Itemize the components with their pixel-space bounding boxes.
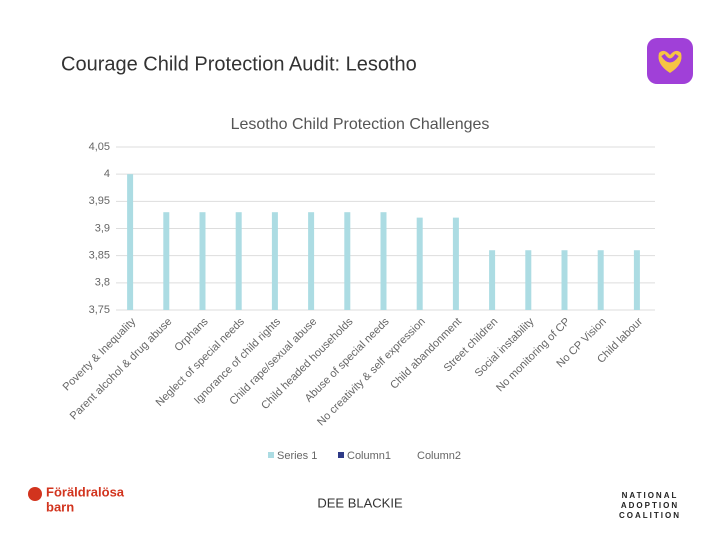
logo-text: COALITION — [619, 511, 681, 520]
bar — [561, 250, 568, 310]
logo-text: Föräldralösa — [46, 484, 125, 499]
bar — [489, 250, 496, 310]
bar — [525, 250, 532, 310]
legend-swatch — [268, 452, 274, 458]
logo-text: ADOPTION — [621, 501, 679, 510]
legend-label: Column1 — [347, 450, 391, 462]
y-tick-label: 3,8 — [95, 277, 110, 289]
bar — [308, 212, 315, 310]
y-tick-label: 3,9 — [95, 222, 110, 234]
right-logo: NATIONAL ADOPTION COALITION — [619, 491, 681, 520]
bar — [127, 174, 134, 310]
y-tick-label: 4,05 — [89, 141, 110, 153]
bar — [633, 250, 640, 310]
bar — [344, 212, 351, 310]
logo-text: NATIONAL — [622, 491, 679, 500]
left-logo: Föräldralösa barn — [28, 484, 125, 514]
y-tick-label: 4 — [104, 168, 110, 180]
bar — [452, 217, 459, 310]
bar — [235, 212, 242, 310]
legend-swatch — [407, 451, 415, 459]
y-tick-label: 3,85 — [89, 250, 110, 262]
y-tick-label: 3,95 — [89, 195, 110, 207]
bar — [416, 217, 423, 310]
bar — [163, 212, 170, 310]
bar — [271, 212, 278, 310]
legend-label: Series 1 — [277, 450, 317, 462]
chart-title: Lesotho Child Protection Challenges — [231, 116, 490, 133]
slide-title: Courage Child Protection Audit: Lesotho — [61, 53, 417, 75]
legend-swatch — [338, 452, 344, 458]
y-tick-label: 3,75 — [89, 304, 110, 316]
courage-logo — [647, 38, 693, 84]
logo-text: barn — [46, 499, 74, 514]
bar — [597, 250, 604, 310]
bar — [380, 212, 387, 310]
bar — [199, 212, 206, 310]
footer: DEE BLACKIE — [317, 495, 403, 510]
legend-label: Column2 — [417, 450, 461, 462]
